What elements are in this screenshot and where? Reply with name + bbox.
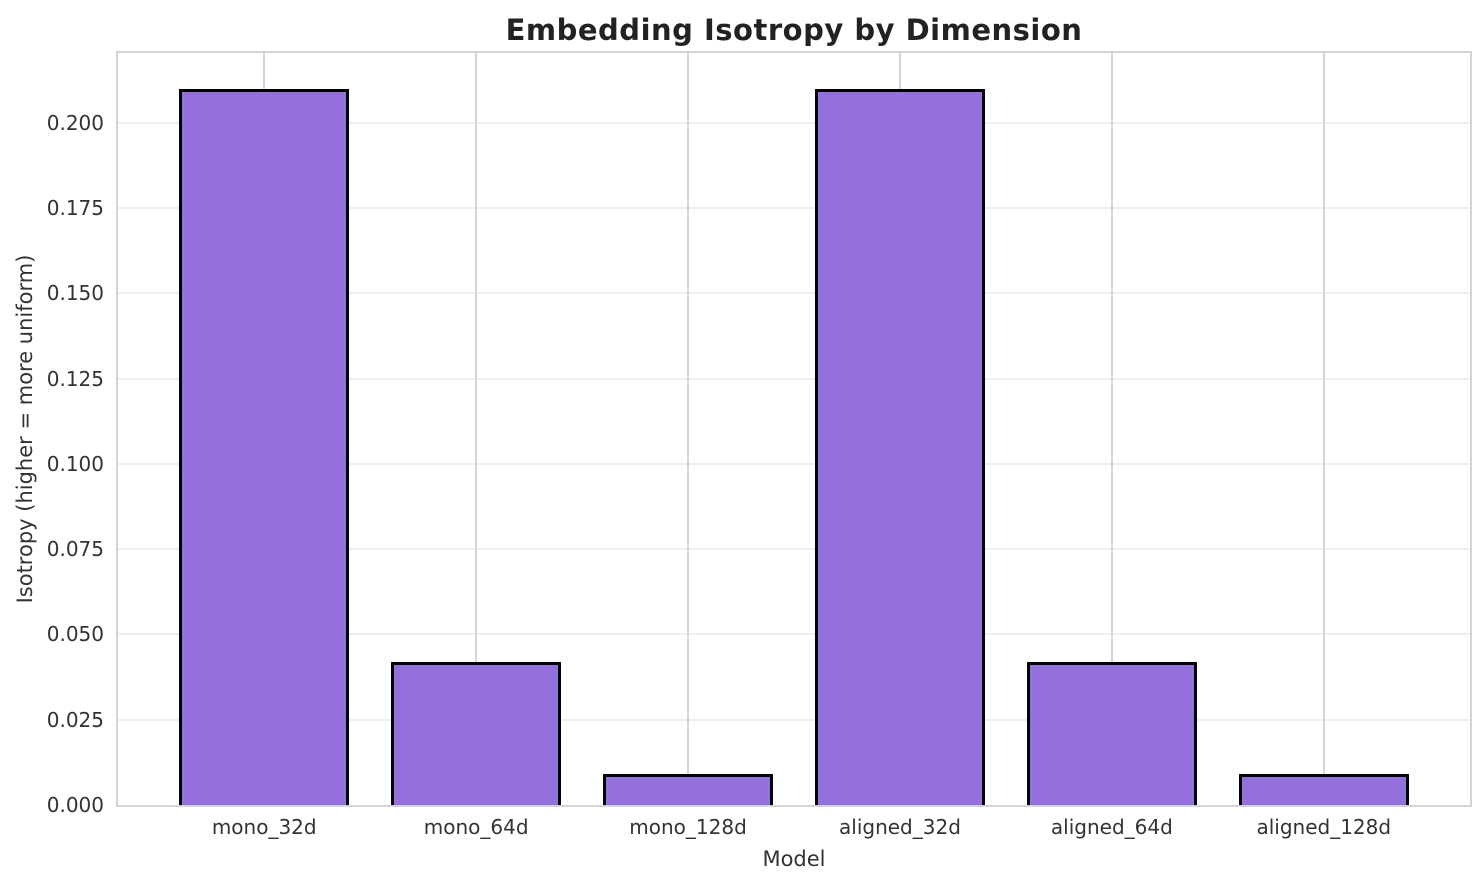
x-tick-label: mono_64d (423, 815, 529, 839)
y-tick-label: 0.175 (46, 196, 104, 221)
h-gridline (118, 292, 1470, 295)
v-gridline (1110, 53, 1113, 805)
bar (179, 88, 349, 805)
x-tick-label: mono_32d (211, 815, 317, 839)
bar (1027, 661, 1197, 805)
h-gridline (118, 462, 1470, 465)
h-gridline (118, 718, 1470, 721)
y-tick-label: 0.125 (46, 366, 104, 391)
plot-area (118, 53, 1470, 805)
h-gridline (118, 121, 1470, 124)
x-tick-label: aligned_64d (1050, 815, 1173, 839)
x-tick-label: aligned_32d (839, 815, 961, 839)
h-gridline (118, 548, 1470, 551)
bar (815, 88, 985, 805)
v-gridline (687, 53, 690, 805)
y-tick-label: 0.150 (46, 281, 104, 306)
x-axis-label: Model (762, 847, 826, 871)
y-tick-label: 0.000 (46, 793, 104, 817)
v-gridline (1322, 53, 1325, 805)
x-tick-label: aligned_128d (1256, 815, 1392, 839)
h-gridline (118, 377, 1470, 380)
bar (603, 774, 773, 805)
h-gridline (118, 633, 1470, 636)
y-tick-label: 0.100 (46, 451, 104, 476)
y-tick-label: 0.200 (46, 110, 104, 135)
y-tick-label: 0.075 (46, 537, 104, 562)
x-tick-label: mono_128d (629, 815, 747, 839)
bar (391, 661, 561, 805)
v-gridline (475, 53, 478, 805)
bar (1239, 774, 1409, 805)
h-gridline (118, 207, 1470, 210)
y-tick-label: 0.050 (46, 622, 104, 647)
chart-title: Embedding Isotropy by Dimension (505, 13, 1083, 47)
y-tick-label: 0.025 (46, 707, 104, 732)
